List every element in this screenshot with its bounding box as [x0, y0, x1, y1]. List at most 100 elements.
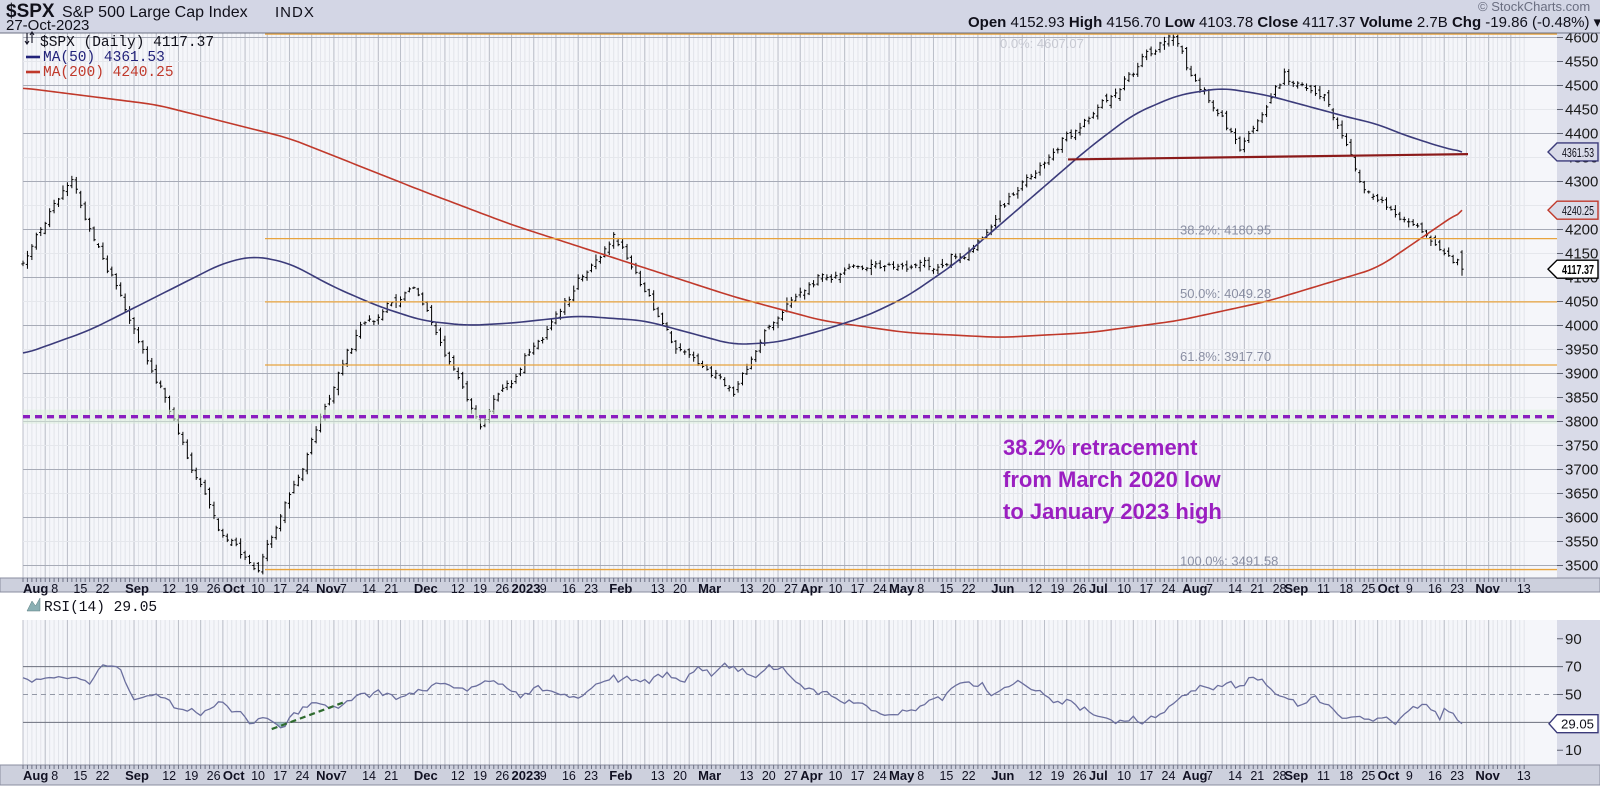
svg-text:9: 9 [540, 582, 547, 596]
svg-text:3550: 3550 [1565, 534, 1598, 551]
svg-text:26: 26 [495, 769, 509, 783]
svg-text:22: 22 [96, 582, 110, 596]
svg-text:10: 10 [828, 769, 842, 783]
svg-text:19: 19 [1051, 769, 1065, 783]
svg-text:8: 8 [917, 769, 924, 783]
svg-text:24: 24 [295, 582, 309, 596]
svg-text:2023: 2023 [512, 581, 541, 596]
svg-text:50.0%: 4049.28: 50.0%: 4049.28 [1180, 286, 1271, 301]
svg-text:Oct: Oct [1378, 581, 1400, 596]
svg-text:14: 14 [362, 582, 376, 596]
svg-text:12: 12 [451, 582, 465, 596]
svg-text:Jul: Jul [1089, 581, 1108, 596]
svg-text:19: 19 [473, 582, 487, 596]
svg-text:18: 18 [1339, 582, 1353, 596]
svg-text:from March 2020 low: from March 2020 low [1003, 467, 1222, 492]
svg-text:12: 12 [451, 769, 465, 783]
svg-text:9: 9 [1406, 582, 1413, 596]
svg-text:May: May [889, 768, 915, 783]
svg-text:8: 8 [51, 769, 58, 783]
svg-text:19: 19 [1051, 582, 1065, 596]
svg-text:7: 7 [1206, 582, 1213, 596]
svg-text:23: 23 [1450, 769, 1464, 783]
svg-text:2023: 2023 [512, 768, 541, 783]
svg-text:11: 11 [1317, 582, 1330, 596]
svg-text:15: 15 [939, 582, 953, 596]
svg-text:24: 24 [1162, 769, 1176, 783]
svg-text:13: 13 [1517, 582, 1531, 596]
svg-text:© StockCharts.com: © StockCharts.com [1478, 0, 1590, 14]
svg-text:20: 20 [673, 769, 687, 783]
svg-text:27-Oct-2023: 27-Oct-2023 [6, 17, 89, 34]
svg-text:3850: 3850 [1565, 390, 1598, 407]
svg-text:Oct: Oct [1378, 768, 1400, 783]
svg-text:17: 17 [851, 769, 865, 783]
svg-text:4050: 4050 [1565, 294, 1598, 311]
svg-text:27: 27 [784, 769, 798, 783]
svg-text:12: 12 [1028, 582, 1042, 596]
svg-text:21: 21 [384, 582, 398, 596]
svg-text:Oct: Oct [223, 768, 245, 783]
svg-text:3700: 3700 [1565, 462, 1598, 479]
svg-text:Jul: Jul [1089, 768, 1108, 783]
svg-text:May: May [889, 581, 915, 596]
svg-text:10: 10 [828, 582, 842, 596]
svg-text:to January 2023 high: to January 2023 high [1003, 499, 1222, 524]
svg-text:10: 10 [251, 582, 265, 596]
svg-text:8: 8 [917, 582, 924, 596]
svg-text:16: 16 [562, 769, 576, 783]
svg-text:23: 23 [1450, 582, 1464, 596]
svg-text:Sep: Sep [125, 581, 149, 596]
svg-text:3900: 3900 [1565, 366, 1598, 383]
svg-text:Aug: Aug [1182, 581, 1207, 596]
svg-text:20: 20 [762, 582, 776, 596]
svg-text:17: 17 [1139, 582, 1153, 596]
svg-text:4361.53: 4361.53 [1562, 145, 1594, 160]
svg-text:Mar: Mar [698, 581, 721, 596]
svg-text:Sep: Sep [1284, 768, 1308, 783]
svg-text:38.2%: 4180.95: 38.2%: 4180.95 [1180, 223, 1271, 238]
svg-text:16: 16 [1428, 582, 1442, 596]
svg-text:Dec: Dec [414, 581, 438, 596]
svg-text:13: 13 [740, 582, 754, 596]
svg-text:22: 22 [96, 769, 110, 783]
svg-text:3800: 3800 [1565, 414, 1598, 431]
svg-text:9: 9 [1406, 769, 1413, 783]
svg-text:12: 12 [162, 769, 176, 783]
svg-text:27: 27 [784, 582, 798, 596]
svg-text:$SPX (Daily) 4117.37: $SPX (Daily) 4117.37 [40, 35, 214, 51]
svg-text:4000: 4000 [1565, 318, 1598, 335]
svg-text:26: 26 [207, 582, 221, 596]
svg-text:4240.25: 4240.25 [1562, 203, 1594, 218]
svg-text:INDX: INDX [275, 4, 315, 21]
svg-text:21: 21 [1250, 769, 1264, 783]
svg-text:14: 14 [1228, 769, 1242, 783]
svg-text:26: 26 [1073, 769, 1087, 783]
svg-text:4117.37: 4117.37 [1562, 262, 1594, 277]
svg-text:26: 26 [1073, 582, 1087, 596]
svg-text:Nov: Nov [1475, 581, 1500, 596]
svg-text:0.0%: 4607.07: 0.0%: 4607.07 [1000, 36, 1084, 51]
svg-text:19: 19 [184, 582, 198, 596]
svg-text:100.0%: 3491.58: 100.0%: 3491.58 [1180, 554, 1278, 569]
svg-text:Nov: Nov [1475, 768, 1500, 783]
svg-text:Aug: Aug [23, 768, 48, 783]
svg-text:Feb: Feb [609, 768, 632, 783]
svg-text:7: 7 [1206, 769, 1213, 783]
svg-text:13: 13 [651, 769, 665, 783]
svg-text:15: 15 [73, 769, 87, 783]
svg-text:4400: 4400 [1565, 126, 1598, 143]
svg-text:19: 19 [473, 769, 487, 783]
svg-text:12: 12 [162, 582, 176, 596]
svg-text:Aug: Aug [23, 581, 48, 596]
svg-text:Aug: Aug [1182, 768, 1207, 783]
svg-text:RSI(14) 29.05: RSI(14) 29.05 [44, 600, 157, 616]
svg-text:22: 22 [962, 582, 976, 596]
svg-text:Sep: Sep [125, 768, 149, 783]
svg-text:Apr: Apr [800, 581, 822, 596]
svg-text:28: 28 [1273, 582, 1287, 596]
svg-text:Nov: Nov [316, 768, 341, 783]
svg-text:21: 21 [1250, 582, 1264, 596]
svg-text:10: 10 [1117, 769, 1131, 783]
svg-text:13: 13 [651, 582, 665, 596]
